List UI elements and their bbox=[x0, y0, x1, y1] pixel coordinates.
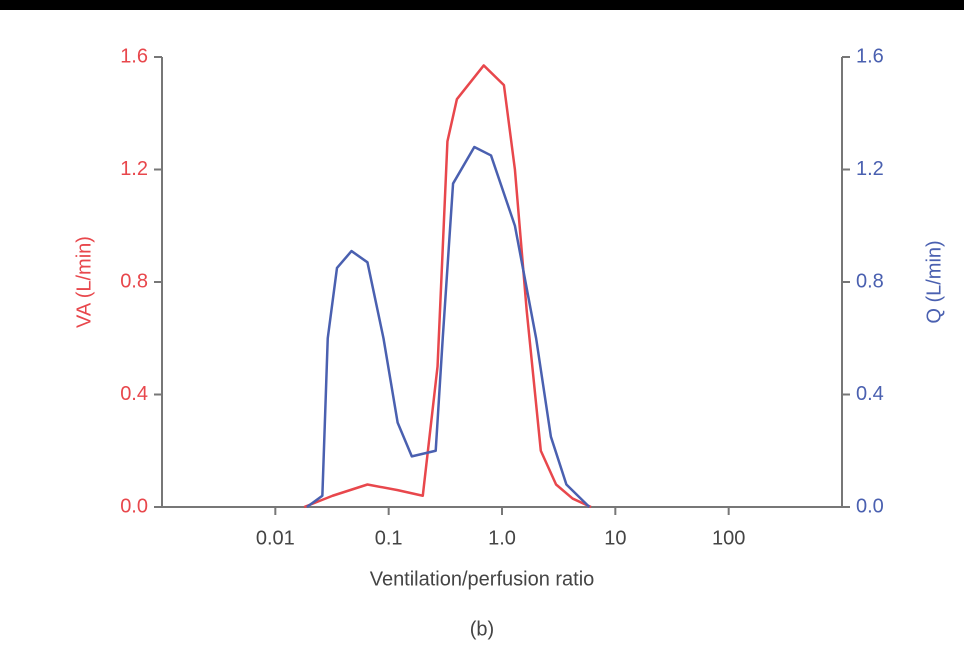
y-tick-label: 0.0 bbox=[120, 495, 148, 517]
y2-tick-label: 1.6 bbox=[856, 45, 884, 67]
y-tick-label: 0.4 bbox=[120, 383, 148, 405]
x-tick-label: 10 bbox=[604, 527, 626, 549]
y-tick-label: 1.2 bbox=[120, 158, 148, 180]
y2-tick-label: 1.2 bbox=[856, 158, 884, 180]
series-line bbox=[306, 145, 591, 509]
x-tick-label: 0.1 bbox=[375, 527, 403, 549]
x-tick-label: 1.0 bbox=[488, 527, 516, 549]
y2-tick-label: 0.0 bbox=[856, 495, 884, 517]
series-line bbox=[303, 64, 592, 509]
y-tick-label: 0.8 bbox=[120, 270, 148, 292]
y2-axis-label: Q (L/min) bbox=[923, 240, 945, 323]
x-tick-label: 0.01 bbox=[256, 527, 295, 549]
top-bar bbox=[0, 0, 964, 10]
y-tick-label: 1.6 bbox=[120, 45, 148, 67]
y-axis-label: VA (L/min) bbox=[73, 236, 95, 328]
caption: (b) bbox=[470, 618, 494, 640]
x-axis-label: Ventilation/perfusion ratio bbox=[370, 568, 595, 590]
y2-tick-label: 0.4 bbox=[856, 383, 884, 405]
y2-tick-label: 0.8 bbox=[856, 270, 884, 292]
x-tick-label: 100 bbox=[712, 527, 745, 549]
